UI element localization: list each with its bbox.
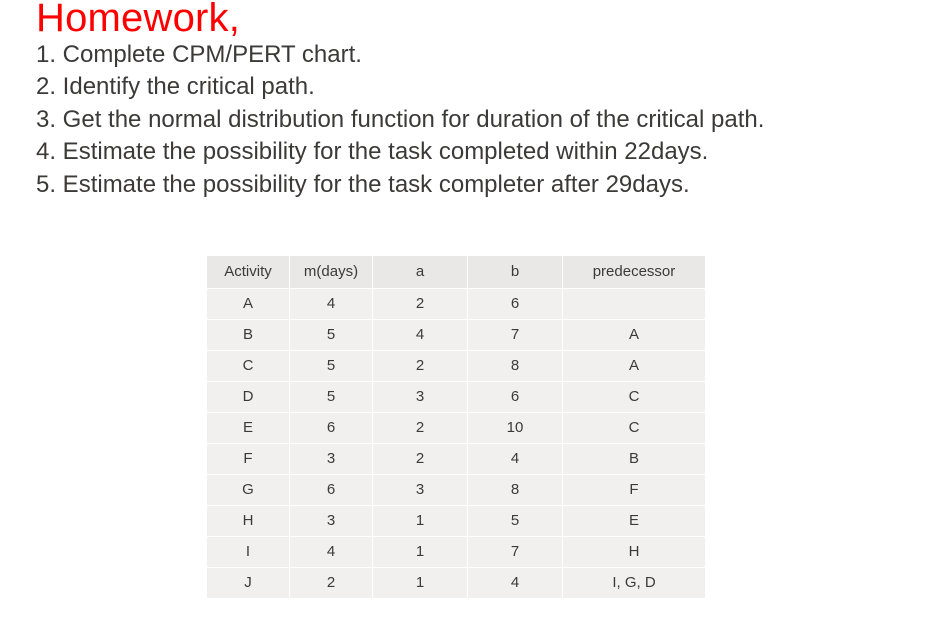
col-header-b: b <box>468 255 563 288</box>
cell-m: 5 <box>290 381 373 412</box>
cell-a: 2 <box>373 412 468 443</box>
table-row: B 5 4 7 A <box>207 319 706 350</box>
cell-activity: I <box>207 536 290 567</box>
table-row: D 5 3 6 C <box>207 381 706 412</box>
cell-b: 6 <box>468 381 563 412</box>
cell-predecessor: I, G, D <box>563 567 706 598</box>
cell-a: 2 <box>373 443 468 474</box>
cell-predecessor: E <box>563 505 706 536</box>
col-header-a: a <box>373 255 468 288</box>
cell-activity: E <box>207 412 290 443</box>
cell-m: 3 <box>290 443 373 474</box>
table-container: Activity m(days) a b predecessor A 4 2 6… <box>206 255 907 599</box>
cell-b: 7 <box>468 319 563 350</box>
cell-m: 6 <box>290 474 373 505</box>
cell-b: 6 <box>468 288 563 319</box>
cell-b: 10 <box>468 412 563 443</box>
cell-a: 2 <box>373 288 468 319</box>
cell-predecessor: A <box>563 319 706 350</box>
cell-b: 8 <box>468 350 563 381</box>
table-row: F 3 2 4 B <box>207 443 706 474</box>
cell-activity: G <box>207 474 290 505</box>
list-item: 1. Complete CPM/PERT chart. <box>36 39 907 71</box>
cell-m: 4 <box>290 536 373 567</box>
cell-a: 1 <box>373 505 468 536</box>
table-header-row: Activity m(days) a b predecessor <box>207 255 706 288</box>
cell-b: 4 <box>468 443 563 474</box>
cell-predecessor: C <box>563 381 706 412</box>
cell-activity: D <box>207 381 290 412</box>
page-title: Homework, <box>36 0 907 41</box>
col-header-m: m(days) <box>290 255 373 288</box>
col-header-predecessor: predecessor <box>563 255 706 288</box>
cell-predecessor: C <box>563 412 706 443</box>
table-row: E 6 2 10 C <box>207 412 706 443</box>
cell-a: 4 <box>373 319 468 350</box>
cell-activity: J <box>207 567 290 598</box>
cell-b: 8 <box>468 474 563 505</box>
cell-a: 1 <box>373 567 468 598</box>
cell-m: 5 <box>290 319 373 350</box>
cell-m: 3 <box>290 505 373 536</box>
cell-activity: F <box>207 443 290 474</box>
cell-predecessor: F <box>563 474 706 505</box>
col-header-activity: Activity <box>207 255 290 288</box>
list-item: 2. Identify the critical path. <box>36 71 907 103</box>
cell-m: 5 <box>290 350 373 381</box>
cell-a: 3 <box>373 381 468 412</box>
table-row: G 6 3 8 F <box>207 474 706 505</box>
cell-b: 5 <box>468 505 563 536</box>
cell-activity: A <box>207 288 290 319</box>
table-row: H 3 1 5 E <box>207 505 706 536</box>
activity-table: Activity m(days) a b predecessor A 4 2 6… <box>206 255 706 599</box>
list-item: 3. Get the normal distribution function … <box>36 104 907 136</box>
cell-predecessor: H <box>563 536 706 567</box>
table-row: J 2 1 4 I, G, D <box>207 567 706 598</box>
cell-activity: H <box>207 505 290 536</box>
cell-a: 2 <box>373 350 468 381</box>
cell-m: 2 <box>290 567 373 598</box>
page: Homework, 1. Complete CPM/PERT chart. 2.… <box>0 0 943 599</box>
cell-b: 4 <box>468 567 563 598</box>
table-row: I 4 1 7 H <box>207 536 706 567</box>
cell-predecessor: B <box>563 443 706 474</box>
cell-m: 4 <box>290 288 373 319</box>
cell-b: 7 <box>468 536 563 567</box>
cell-predecessor: A <box>563 350 706 381</box>
table-row: A 4 2 6 <box>207 288 706 319</box>
list-item: 5. Estimate the possibility for the task… <box>36 169 907 201</box>
cell-a: 3 <box>373 474 468 505</box>
cell-a: 1 <box>373 536 468 567</box>
list-item: 4. Estimate the possibility for the task… <box>36 136 907 168</box>
cell-activity: C <box>207 350 290 381</box>
table-row: C 5 2 8 A <box>207 350 706 381</box>
instruction-list: 1. Complete CPM/PERT chart. 2. Identify … <box>36 39 907 201</box>
cell-predecessor <box>563 288 706 319</box>
cell-m: 6 <box>290 412 373 443</box>
cell-activity: B <box>207 319 290 350</box>
